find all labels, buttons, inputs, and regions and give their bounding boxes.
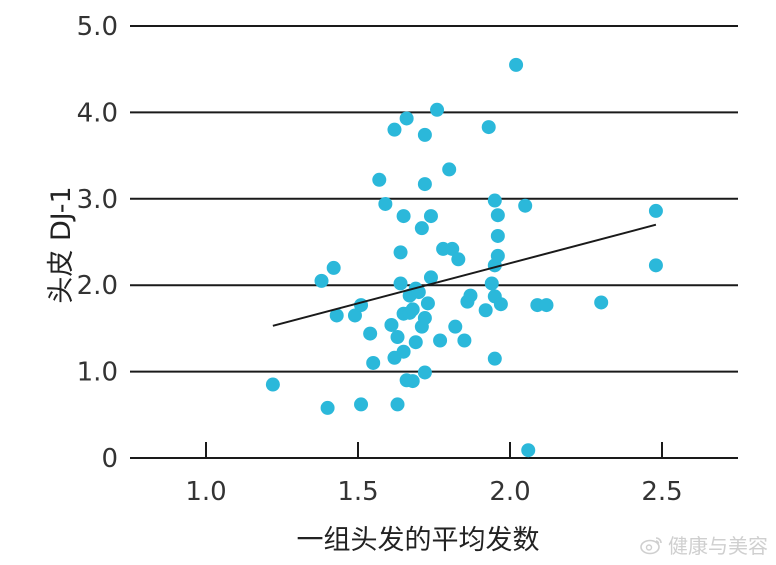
- x-tick-label: 2.5: [641, 477, 682, 507]
- data-point: [326, 260, 341, 275]
- data-point: [393, 276, 408, 291]
- trendline-group: [272, 223, 657, 327]
- x-axis: [130, 442, 738, 459]
- data-point: [347, 308, 362, 323]
- data-point: [393, 245, 408, 260]
- data-point: [457, 333, 472, 348]
- trendline: [272, 223, 657, 327]
- data-point: [396, 209, 411, 224]
- data-points: [265, 57, 663, 458]
- data-point: [363, 326, 378, 341]
- data-point: [417, 311, 432, 326]
- y-tick-label: 2.0: [77, 271, 118, 301]
- data-point: [390, 397, 405, 412]
- data-point: [521, 443, 536, 458]
- data-point: [490, 228, 505, 243]
- data-point: [399, 111, 414, 126]
- x-tick-label: 2.0: [489, 477, 530, 507]
- data-point: [448, 319, 463, 334]
- data-point: [420, 296, 435, 311]
- data-point: [314, 273, 329, 288]
- data-point: [648, 258, 663, 273]
- data-point: [442, 162, 457, 177]
- data-point: [366, 355, 381, 370]
- data-point: [478, 303, 493, 318]
- data-point: [265, 377, 280, 392]
- data-point: [390, 330, 405, 345]
- y-tick-label: 3.0: [77, 185, 118, 215]
- data-point: [329, 308, 344, 323]
- data-point: [594, 295, 609, 310]
- x-axis-title: 一组头发的平均发数: [297, 525, 540, 556]
- data-point: [320, 400, 335, 415]
- y-tick-label: 5.0: [77, 12, 118, 42]
- data-point: [423, 270, 438, 285]
- data-point: [430, 102, 445, 117]
- x-tick-label: 1.0: [185, 477, 226, 507]
- data-point: [648, 203, 663, 218]
- data-point: [509, 57, 524, 72]
- data-point: [354, 397, 369, 412]
- data-point: [417, 365, 432, 380]
- data-point: [493, 297, 508, 312]
- data-point: [487, 351, 502, 366]
- data-point: [539, 298, 554, 313]
- watermark-text: 健康与美容: [668, 534, 768, 558]
- y-tick-label: 1.0: [77, 358, 118, 388]
- data-point: [405, 374, 420, 389]
- data-point: [372, 172, 387, 187]
- y-tick-label: 4.0: [77, 98, 118, 128]
- y-tick-label: 0: [101, 444, 118, 474]
- data-point: [405, 302, 420, 317]
- data-point: [445, 241, 460, 256]
- y-tick-labels: 0 1.0 2.0 3.0 4.0 5.0: [77, 12, 118, 474]
- data-point: [423, 209, 438, 224]
- data-point: [490, 208, 505, 223]
- data-point: [490, 248, 505, 263]
- watermark: 健康与美容: [640, 530, 768, 559]
- data-point: [463, 288, 478, 303]
- data-point: [451, 252, 466, 267]
- data-point: [408, 335, 423, 350]
- gridlines: [130, 25, 738, 373]
- data-point: [417, 127, 432, 142]
- data-point: [484, 276, 499, 291]
- data-point: [414, 221, 429, 236]
- data-point: [481, 120, 496, 135]
- data-point: [354, 298, 369, 313]
- data-point: [384, 317, 399, 332]
- weibo-icon: [640, 536, 662, 554]
- data-point: [518, 198, 533, 213]
- data-point: [433, 333, 448, 348]
- x-tick-labels: 1.0 1.5 2.0 2.5: [185, 477, 682, 507]
- data-point: [378, 196, 393, 211]
- data-point: [387, 122, 402, 137]
- data-point: [487, 193, 502, 208]
- x-tick-label: 1.5: [337, 477, 378, 507]
- data-point: [417, 177, 432, 192]
- data-point: [396, 344, 411, 359]
- y-axis-title: 头皮 DJ-1: [46, 186, 77, 303]
